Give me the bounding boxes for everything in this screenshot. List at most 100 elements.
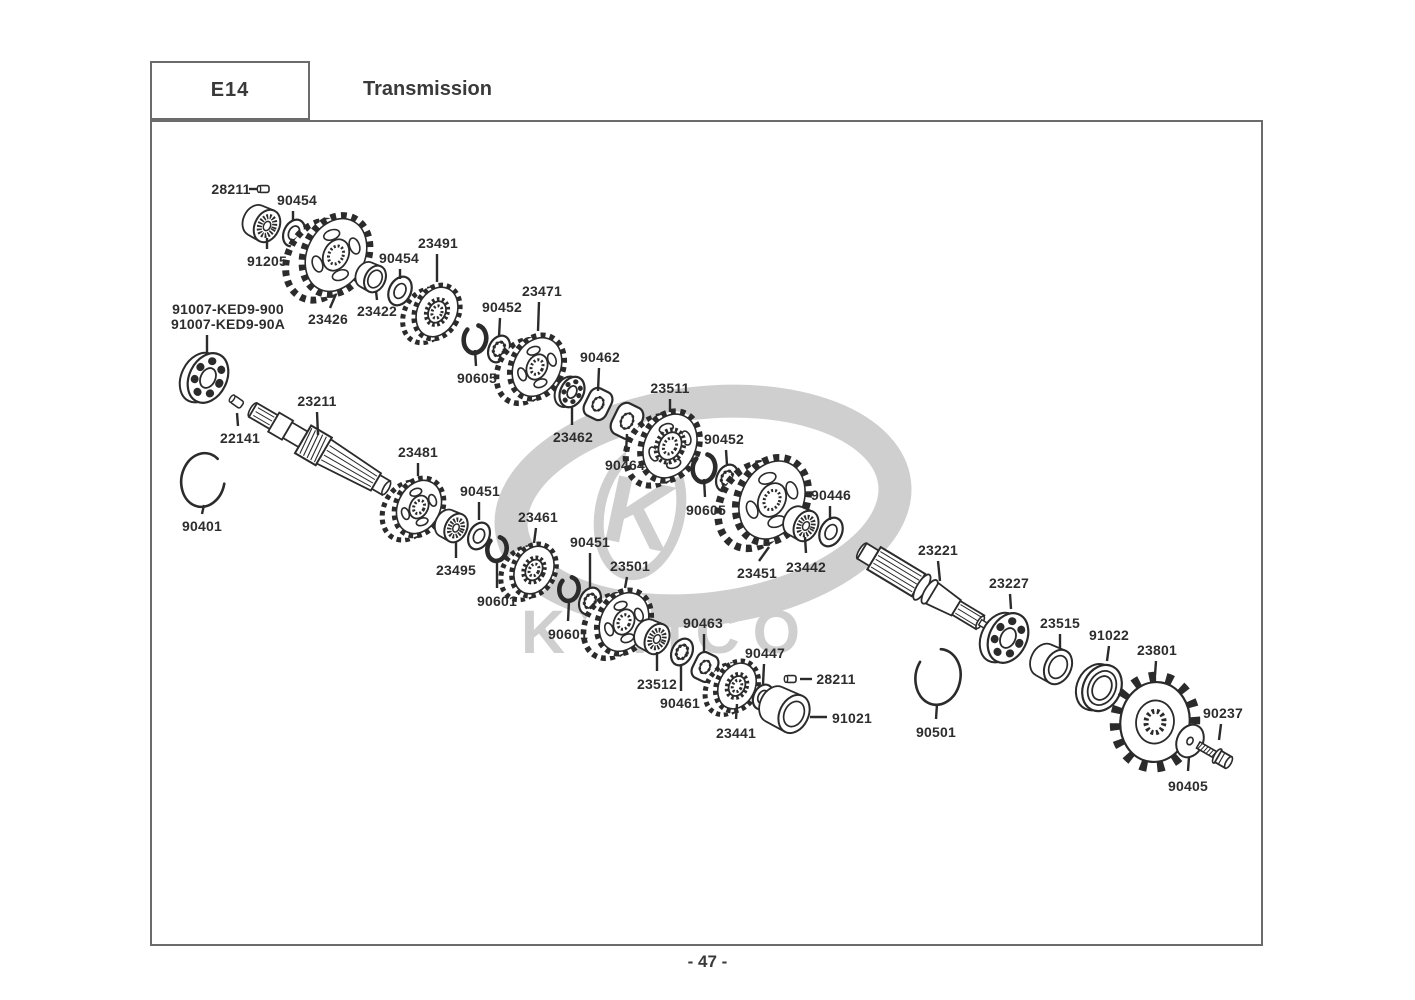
leader-line [536, 301, 541, 332]
part-label-23495: 23495 [436, 562, 476, 578]
part-label-90605: 90605 [686, 502, 726, 518]
leader-line [596, 367, 601, 392]
part-gear-23491 [400, 282, 463, 346]
part-circlip-90605-a [461, 323, 489, 356]
part-seal-91022 [1074, 663, 1123, 713]
part-label-90454: 90454 [379, 250, 419, 266]
part-label-23481: 23481 [398, 444, 438, 460]
leader-line [734, 703, 739, 720]
part-label-22141: 22141 [220, 430, 260, 446]
part-bolt-90237 [1195, 740, 1234, 770]
leader-line [200, 504, 206, 515]
section-code: E14 [210, 79, 250, 101]
part-collar-23515 [1029, 642, 1074, 686]
part-washer-90461 [669, 637, 695, 667]
leader-line [1105, 645, 1111, 662]
part-gear-23441 [702, 658, 762, 718]
part-gear-23451 [714, 453, 813, 553]
part-label-23227: 23227 [989, 575, 1029, 591]
part-label-23451: 23451 [737, 565, 777, 581]
part-gear-23511 [622, 408, 703, 489]
part-shaft-23221 [855, 542, 990, 631]
page-title: Transmission [363, 78, 492, 100]
part-label-90461: 90461 [660, 695, 700, 711]
part-label-91007-ked9-900: 91007-KED9-900 [172, 301, 284, 317]
part-label-28211: 28211 [816, 671, 856, 687]
leader-line [623, 576, 629, 589]
part-label-23422: 23422 [357, 303, 397, 319]
part-label-90451: 90451 [460, 483, 500, 499]
part-label-91205: 91205 [247, 253, 287, 269]
leader-line [315, 411, 320, 436]
part-label-23512: 23512 [637, 676, 677, 692]
part-pin-28211-bottom [783, 674, 797, 684]
part-circlip-90501 [914, 647, 962, 707]
part-collar-91021 [758, 685, 811, 735]
watermark-ring [494, 384, 912, 628]
leader-line [1217, 723, 1223, 741]
part-bearing-91007 [178, 351, 230, 404]
leader-line [497, 317, 502, 338]
part-label-90401: 90401 [182, 518, 222, 534]
part-circlip-90601-a [485, 535, 509, 564]
leader-line [532, 527, 538, 544]
leader-line [702, 478, 707, 498]
leader-line [934, 703, 939, 720]
part-label-23442: 23442 [786, 559, 826, 575]
part-label-90463: 90463 [683, 615, 723, 631]
part-label-90462: 90462 [580, 349, 620, 365]
leader-line [758, 546, 770, 562]
leader-line [566, 600, 571, 622]
part-label-23501: 23501 [610, 558, 650, 574]
part-label-90605: 90605 [457, 370, 497, 386]
leader-line [473, 349, 478, 367]
part-bearing-91205 [241, 204, 282, 244]
part-label-23221: 23221 [918, 542, 958, 558]
part-bearing-23462 [553, 375, 586, 409]
part-bearing-23495 [433, 508, 469, 544]
part-label-90446: 90446 [811, 487, 851, 503]
part-label-90464: 90464 [605, 457, 645, 473]
part-label-91007-ked9-90a: 91007-KED9-90A [170, 316, 286, 332]
part-gear-23471 [493, 332, 568, 407]
part-pin-22141 [228, 394, 245, 409]
part-washer-90446 [818, 516, 844, 548]
part-label-23461: 23461 [518, 509, 558, 525]
leader-line [328, 293, 338, 309]
part-label-90237: 90237 [1203, 705, 1243, 721]
part-label-90447: 90447 [745, 645, 785, 661]
leader-line [1153, 660, 1158, 676]
part-label-23441: 23441 [716, 725, 756, 741]
part-label-28211: 28211 [211, 181, 251, 197]
leader-line [374, 290, 379, 301]
part-label-90452: 90452 [482, 299, 522, 315]
part-circlip-90401 [179, 451, 226, 509]
part-label-91021: 91021 [832, 710, 872, 726]
part-circlip-90605-b [690, 452, 718, 485]
part-label-90405: 90405 [1168, 778, 1208, 794]
part-gear-23426 [282, 212, 374, 304]
leader-line [936, 560, 942, 582]
section-code-box: E14 [150, 61, 310, 120]
leader-line [235, 412, 240, 427]
part-bearing-23227 [978, 611, 1030, 664]
part-label-90451: 90451 [570, 534, 610, 550]
part-label-23801: 23801 [1137, 642, 1177, 658]
part-circlip-90601-b [557, 575, 581, 604]
part-label-23426: 23426 [308, 311, 348, 327]
part-label-90452: 90452 [704, 431, 744, 447]
leader-line [803, 536, 808, 554]
part-label-23462: 23462 [553, 429, 593, 445]
part-bearing-23512 [633, 618, 671, 656]
page-number: - 47 - [687, 952, 728, 971]
part-label-23511: 23511 [650, 380, 690, 396]
leader-line [761, 663, 766, 685]
part-label-23515: 23515 [1040, 615, 1080, 631]
leader-line [724, 449, 729, 466]
part-pin-28211-top [256, 184, 270, 194]
part-gear-23461 [498, 541, 559, 603]
part-label-23491: 23491 [418, 235, 458, 251]
